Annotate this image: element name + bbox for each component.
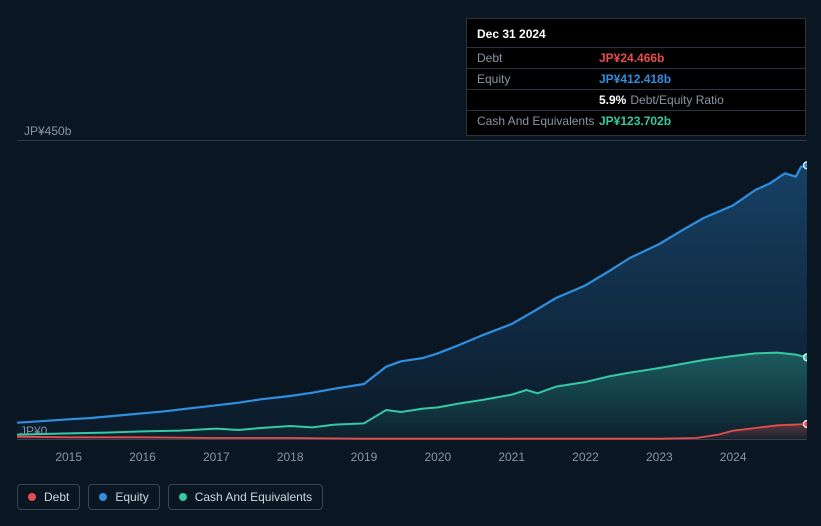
tooltip-row-label: Debt [477, 51, 599, 65]
tooltip-row-secondary: Debt/Equity Ratio [630, 93, 723, 107]
tooltip-row-value: JP¥412.418b [599, 72, 671, 86]
tooltip-date: Dec 31 2024 [467, 23, 805, 47]
legend-item-debt[interactable]: Debt [17, 484, 80, 510]
legend-dot-icon [179, 493, 187, 501]
x-tick: 2020 [424, 450, 451, 464]
legend-item-equity[interactable]: Equity [88, 484, 159, 510]
y-axis-max-label: JP¥450b [24, 124, 71, 138]
legend-label: Equity [115, 490, 148, 504]
x-tick: 2016 [129, 450, 156, 464]
marker-cash [804, 354, 808, 361]
x-tick: 2018 [277, 450, 304, 464]
x-tick: 2022 [572, 450, 599, 464]
legend-dot-icon [28, 493, 36, 501]
tooltip-row-label [477, 93, 599, 107]
legend-item-cash-and-equivalents[interactable]: Cash And Equivalents [168, 484, 323, 510]
marker-debt [804, 421, 808, 428]
tooltip-row: EquityJP¥412.418b [467, 68, 805, 89]
x-tick: 2024 [720, 450, 747, 464]
tooltip-panel: Dec 31 2024 DebtJP¥24.466bEquityJP¥412.4… [466, 18, 806, 136]
x-tick: 2017 [203, 450, 230, 464]
x-tick: 2021 [498, 450, 525, 464]
x-tick: 2015 [55, 450, 82, 464]
legend: Debt Equity Cash And Equivalents [17, 484, 323, 510]
tooltip-row: Cash And EquivalentsJP¥123.702b [467, 110, 805, 131]
tooltip-row-label: Equity [477, 72, 599, 86]
tooltip-row: DebtJP¥24.466b [467, 47, 805, 68]
tooltip-row-value: JP¥24.466b [599, 51, 664, 65]
legend-label: Debt [44, 490, 69, 504]
tooltip-row-value: JP¥123.702b [599, 114, 671, 128]
x-tick: 2019 [351, 450, 378, 464]
tooltip-row-value: 5.9% [599, 93, 626, 107]
legend-dot-icon [99, 493, 107, 501]
legend-label: Cash And Equivalents [195, 490, 312, 504]
marker-equity [804, 162, 808, 169]
chart-plot [17, 140, 807, 440]
x-tick: 2023 [646, 450, 673, 464]
tooltip-row: 5.9% Debt/Equity Ratio [467, 89, 805, 110]
tooltip-row-label: Cash And Equivalents [477, 114, 599, 128]
